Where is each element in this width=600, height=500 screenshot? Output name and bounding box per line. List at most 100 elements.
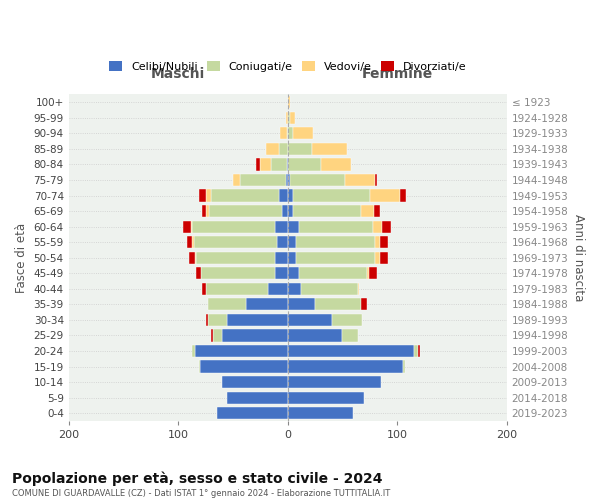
Bar [287, 96, 290, 108]
Bar [213, 330, 222, 342]
Bar [293, 205, 361, 217]
Bar [217, 407, 287, 420]
Text: Femmine: Femmine [362, 68, 433, 82]
Bar [199, 360, 200, 372]
Bar [287, 283, 301, 295]
Bar [209, 205, 282, 217]
Text: Popolazione per età, sesso e stato civile - 2024: Popolazione per età, sesso e stato civil… [12, 472, 383, 486]
Bar [320, 158, 351, 170]
Bar [367, 267, 369, 280]
Bar [275, 220, 287, 232]
Bar [287, 143, 312, 155]
Bar [279, 190, 287, 202]
Bar [287, 220, 299, 232]
Bar [296, 236, 376, 248]
Bar [376, 236, 380, 248]
Bar [279, 143, 287, 155]
Bar [196, 252, 275, 264]
Bar [287, 158, 320, 170]
Bar [194, 252, 196, 264]
Bar [373, 220, 382, 232]
Bar [370, 190, 400, 202]
Bar [376, 252, 380, 264]
Bar [287, 376, 381, 388]
Text: COMUNE DI GUARDAVALLE (CZ) - Dati ISTAT 1° gennaio 2024 - Elaborazione TUTTITALI: COMUNE DI GUARDAVALLE (CZ) - Dati ISTAT … [12, 489, 390, 498]
Bar [275, 252, 287, 264]
Bar [202, 283, 206, 295]
Bar [193, 236, 194, 248]
Bar [413, 345, 418, 357]
Bar [369, 267, 377, 280]
Bar [287, 407, 353, 420]
Bar [374, 205, 380, 217]
Bar [271, 158, 287, 170]
Bar [206, 283, 268, 295]
Bar [312, 143, 347, 155]
Bar [182, 220, 191, 232]
Bar [239, 174, 286, 186]
Bar [227, 392, 287, 404]
Bar [287, 345, 413, 357]
Y-axis label: Anni di nascita: Anni di nascita [572, 214, 585, 302]
Bar [343, 330, 358, 342]
Text: Maschi: Maschi [151, 68, 205, 82]
Bar [268, 283, 287, 295]
Legend: Celibi/Nubili, Coniugati/e, Vedovi/e, Divorziati/e: Celibi/Nubili, Coniugati/e, Vedovi/e, Di… [106, 58, 470, 75]
Bar [403, 360, 405, 372]
Y-axis label: Fasce di età: Fasce di età [15, 222, 28, 293]
Bar [286, 112, 287, 124]
Bar [299, 220, 373, 232]
Bar [382, 220, 391, 232]
Bar [315, 298, 361, 310]
Bar [282, 205, 287, 217]
Bar [194, 236, 277, 248]
Bar [211, 190, 279, 202]
Bar [233, 174, 239, 186]
Bar [287, 190, 293, 202]
Bar [208, 298, 246, 310]
Bar [293, 190, 370, 202]
Bar [266, 143, 279, 155]
Bar [193, 345, 194, 357]
Bar [194, 345, 287, 357]
Bar [376, 174, 377, 186]
Bar [277, 236, 287, 248]
Bar [206, 205, 209, 217]
Bar [191, 220, 193, 232]
Bar [287, 330, 343, 342]
Bar [280, 128, 287, 140]
Bar [380, 236, 388, 248]
Bar [287, 392, 364, 404]
Bar [287, 205, 293, 217]
Bar [361, 298, 367, 310]
Bar [246, 298, 287, 310]
Bar [200, 360, 287, 372]
Bar [187, 236, 193, 248]
Bar [418, 345, 420, 357]
Bar [202, 205, 206, 217]
Bar [206, 314, 208, 326]
Bar [286, 174, 287, 186]
Bar [206, 190, 211, 202]
Bar [260, 158, 271, 170]
Bar [296, 252, 376, 264]
Bar [299, 267, 367, 280]
Bar [380, 252, 388, 264]
Bar [293, 128, 313, 140]
Bar [196, 267, 201, 280]
Bar [287, 112, 290, 124]
Bar [290, 112, 295, 124]
Bar [227, 314, 287, 326]
Bar [301, 283, 358, 295]
Bar [211, 330, 213, 342]
Bar [361, 205, 374, 217]
Bar [287, 298, 315, 310]
Bar [287, 360, 403, 372]
Bar [344, 174, 376, 186]
Bar [193, 220, 275, 232]
Bar [290, 174, 344, 186]
Bar [201, 267, 275, 280]
Bar [358, 283, 359, 295]
Bar [287, 174, 290, 186]
Bar [287, 236, 296, 248]
